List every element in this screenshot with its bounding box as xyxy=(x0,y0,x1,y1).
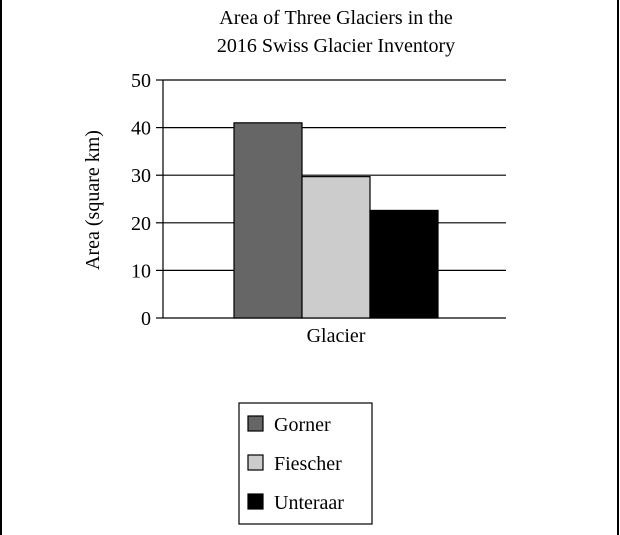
bars xyxy=(233,122,439,319)
legend-swatch-gorner xyxy=(247,415,264,432)
bar-gorner xyxy=(233,122,303,319)
right-frame-border xyxy=(617,0,619,535)
y-tick-label-10: 10 xyxy=(131,260,151,282)
chart-title-line-2: 2016 Swiss Glacier Inventory xyxy=(217,35,455,57)
y-axis-ticks: 0 10 20 30 40 50 xyxy=(131,70,163,330)
x-axis-label: Glacier xyxy=(307,325,366,347)
y-axis-label: Area (square km) xyxy=(82,130,104,270)
legend-label-unteraar: Unteraar xyxy=(274,492,344,514)
y-tick-label-20: 20 xyxy=(131,213,151,235)
legend-swatch-fiescher xyxy=(247,454,264,471)
bar-fiescher xyxy=(301,176,371,319)
legend: Gorner Fiescher Unteraar xyxy=(247,414,344,514)
y-tick-label-50: 50 xyxy=(131,70,151,92)
legend-label-gorner: Gorner xyxy=(274,414,331,436)
bar-unteraar xyxy=(369,209,439,319)
left-frame-border xyxy=(0,0,2,535)
legend-label-fiescher: Fiescher xyxy=(274,453,342,475)
y-tick-label-0: 0 xyxy=(141,308,151,330)
legend-swatch-unteraar xyxy=(247,493,264,510)
chart-title-line-1: Area of Three Glaciers in the xyxy=(219,7,453,29)
y-tick-label-30: 30 xyxy=(131,165,151,187)
y-tick-label-40: 40 xyxy=(131,118,151,140)
